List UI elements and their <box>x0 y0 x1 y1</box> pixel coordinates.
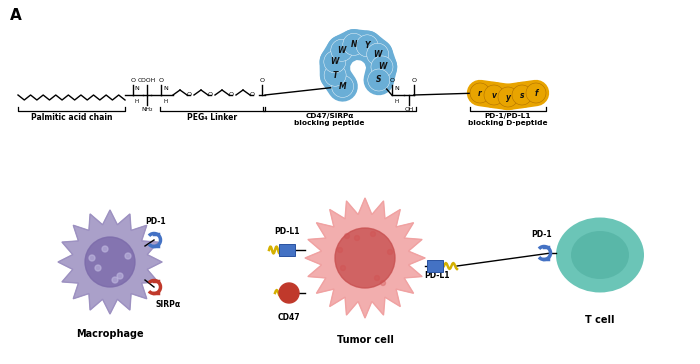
Text: W: W <box>378 63 386 71</box>
Text: Y: Y <box>365 41 370 50</box>
Text: O: O <box>228 91 234 96</box>
Text: N: N <box>351 40 357 49</box>
Circle shape <box>498 87 518 107</box>
Circle shape <box>470 83 490 103</box>
Text: NH₂: NH₂ <box>141 107 153 112</box>
Circle shape <box>337 248 342 253</box>
Text: O: O <box>389 78 394 83</box>
Text: M: M <box>339 82 346 91</box>
Text: PD-L1: PD-L1 <box>424 271 449 280</box>
Circle shape <box>356 35 378 57</box>
Text: A: A <box>10 8 22 23</box>
Text: H: H <box>395 99 399 104</box>
Text: T: T <box>332 71 337 80</box>
Circle shape <box>526 83 546 103</box>
Circle shape <box>371 56 393 78</box>
Circle shape <box>324 64 346 86</box>
Text: O: O <box>412 78 416 83</box>
Text: SIRPα: SIRPα <box>155 300 181 309</box>
Text: O: O <box>260 78 265 83</box>
Text: OH: OH <box>404 107 414 112</box>
Circle shape <box>324 51 346 73</box>
Circle shape <box>85 237 135 287</box>
Text: T cell: T cell <box>585 315 615 325</box>
Text: N: N <box>134 86 139 91</box>
Text: W: W <box>337 46 346 55</box>
Text: PD-1: PD-1 <box>532 230 552 239</box>
Text: W: W <box>374 50 382 59</box>
Circle shape <box>112 277 118 283</box>
Circle shape <box>374 276 379 281</box>
Ellipse shape <box>571 231 629 279</box>
Bar <box>279 244 295 256</box>
Text: S: S <box>376 75 382 84</box>
Text: Palmitic acid chain: Palmitic acid chain <box>31 113 112 122</box>
Ellipse shape <box>556 218 644 293</box>
Text: s: s <box>519 91 524 99</box>
Text: r: r <box>478 88 482 98</box>
Circle shape <box>340 265 346 270</box>
Circle shape <box>343 33 365 55</box>
Circle shape <box>279 283 299 303</box>
Circle shape <box>89 255 95 261</box>
Text: O: O <box>207 91 213 96</box>
Circle shape <box>367 43 389 65</box>
Circle shape <box>344 233 349 238</box>
Text: H: H <box>135 99 139 104</box>
Text: CD47/SIRPα
blocking peptide: CD47/SIRPα blocking peptide <box>294 113 365 126</box>
Text: v: v <box>491 91 496 99</box>
Text: CD47: CD47 <box>278 313 300 322</box>
Text: N: N <box>164 86 169 91</box>
Text: O: O <box>249 91 255 96</box>
Text: PD-1: PD-1 <box>146 217 167 226</box>
Circle shape <box>512 85 532 105</box>
Circle shape <box>102 246 108 252</box>
Circle shape <box>484 85 504 105</box>
Circle shape <box>354 236 360 241</box>
Text: Macrophage: Macrophage <box>76 329 144 339</box>
Text: COOH: COOH <box>138 78 156 83</box>
Text: PD-L1: PD-L1 <box>274 227 300 236</box>
Text: N: N <box>394 86 399 91</box>
Text: Tumor cell: Tumor cell <box>337 335 393 345</box>
Circle shape <box>95 265 101 271</box>
Circle shape <box>381 281 386 285</box>
Circle shape <box>368 69 390 91</box>
Circle shape <box>117 273 123 279</box>
Circle shape <box>370 232 375 237</box>
Text: PD-1/PD-L1
blocking D-peptide: PD-1/PD-L1 blocking D-peptide <box>468 113 547 126</box>
Circle shape <box>332 75 354 98</box>
Text: O: O <box>186 91 192 96</box>
Text: W: W <box>330 57 339 66</box>
Text: PEG₄ Linker: PEG₄ Linker <box>188 113 237 122</box>
Text: y: y <box>505 92 510 102</box>
Text: O: O <box>158 78 164 83</box>
Text: f: f <box>534 88 538 98</box>
Bar <box>427 260 443 272</box>
Text: H: H <box>164 99 168 104</box>
Circle shape <box>335 228 395 288</box>
Circle shape <box>331 39 353 61</box>
Circle shape <box>125 253 131 259</box>
Circle shape <box>388 249 393 254</box>
Polygon shape <box>305 198 425 318</box>
Polygon shape <box>58 210 162 314</box>
Text: O: O <box>130 78 136 83</box>
